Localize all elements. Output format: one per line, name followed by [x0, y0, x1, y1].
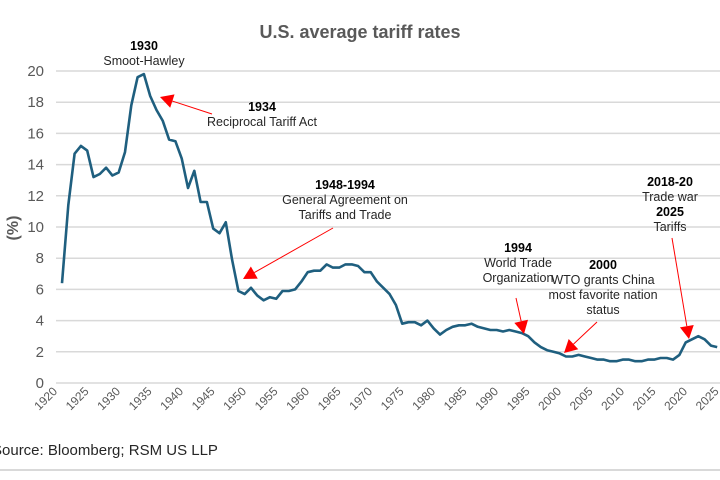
x-tick-label: 2025 [693, 384, 720, 413]
x-tick-label: 2020 [661, 384, 690, 413]
annotation-text: Tariffs and Trade [299, 208, 392, 222]
annotation-text: Organization [483, 271, 554, 285]
y-tick-label: 4 [36, 313, 44, 330]
y-tick-label: 16 [27, 125, 44, 142]
x-tick-label: 1930 [94, 384, 123, 413]
x-tick-label: 1955 [252, 384, 281, 413]
x-tick-label: 1975 [378, 384, 407, 413]
y-tick-label: 2 [36, 344, 44, 361]
x-tick-label: 1935 [126, 384, 155, 413]
y-tick-label: 10 [27, 219, 44, 236]
chart-title: U.S. average tariff rates [259, 22, 460, 42]
annotation-arrow [243, 227, 334, 279]
annotation-text: WTO grants China [551, 273, 654, 287]
x-tick-label: 1970 [346, 384, 375, 413]
annotation-text: Trade war [642, 190, 698, 204]
annotation-year: 2000 [589, 258, 617, 272]
x-tick-label: 1995 [504, 384, 533, 413]
annotation-text: World Trade [484, 256, 552, 270]
annotation-text: status [586, 303, 619, 317]
x-tick-label: 1945 [189, 384, 218, 413]
annotation-year: 2018-20 [647, 175, 693, 189]
y-tick-label: 14 [27, 157, 44, 174]
y-tick-label: 12 [27, 188, 44, 205]
x-tick-label: 2015 [630, 384, 659, 413]
x-tick-label: 1985 [441, 384, 470, 413]
y-axis-label: (%) [5, 216, 22, 241]
arrowhead-icon [160, 94, 175, 108]
x-tick-label: 1965 [315, 384, 344, 413]
annotation-arrow [514, 297, 529, 334]
arrowhead-icon [243, 266, 258, 279]
source-note: Source: Bloomberg; RSM US LLP [0, 442, 218, 459]
arrowhead-icon [514, 319, 529, 334]
y-tick-label: 0 [36, 375, 44, 392]
annotation-text: Tariffs [653, 220, 686, 234]
annotation-year: 2025 [656, 205, 684, 219]
x-tick-label: 1925 [63, 384, 92, 413]
arrowhead-icon [564, 338, 579, 353]
annotation-text: most favorite nation [548, 288, 657, 302]
x-tick-label: 1950 [220, 384, 249, 413]
annotation-text: Reciprocal Tariff Act [207, 115, 318, 129]
y-tick-label: 20 [27, 63, 44, 80]
annotation-year: 1948-1994 [315, 178, 375, 192]
x-tick-label: 1940 [157, 384, 186, 413]
x-tick-label: 2010 [598, 384, 627, 413]
annotation-year: 1934 [248, 100, 276, 114]
y-tick-label: 8 [36, 250, 44, 267]
x-tick-label: 2000 [535, 384, 564, 413]
annotation-arrow [671, 237, 694, 339]
annotation-arrow [564, 321, 598, 353]
footer-divider [0, 469, 720, 471]
annotation-text: General Agreement on [282, 193, 408, 207]
x-tick-label: 1990 [472, 384, 501, 413]
x-tick-label: 1960 [283, 384, 312, 413]
annotation-year: 1930 [130, 39, 158, 53]
annotation-year: 1994 [504, 241, 532, 255]
arrowhead-icon [679, 325, 694, 339]
annotation-text: Smoot-Hawley [103, 54, 185, 68]
y-tick-label: 6 [36, 281, 44, 298]
x-tick-label: 1980 [409, 384, 438, 413]
x-tick-label: 2005 [567, 384, 596, 413]
series-line [60, 72, 718, 363]
y-tick-label: 18 [27, 94, 44, 111]
annotation-arrow [160, 94, 213, 115]
